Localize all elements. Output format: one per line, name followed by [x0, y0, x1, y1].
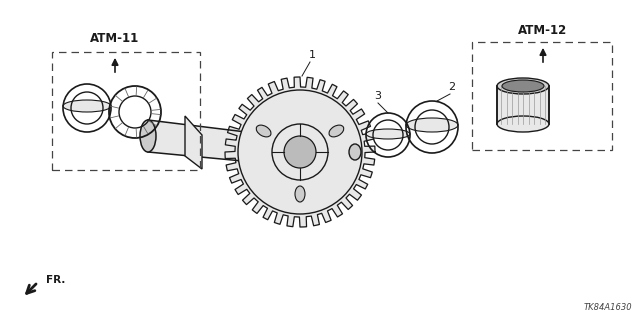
Polygon shape	[497, 86, 549, 124]
Ellipse shape	[497, 116, 549, 132]
Polygon shape	[148, 120, 295, 166]
Text: 3: 3	[374, 91, 381, 101]
Ellipse shape	[329, 125, 344, 137]
Ellipse shape	[349, 144, 361, 160]
Ellipse shape	[256, 125, 271, 137]
Circle shape	[238, 90, 362, 214]
Ellipse shape	[140, 120, 156, 152]
Ellipse shape	[295, 186, 305, 202]
Ellipse shape	[502, 80, 544, 92]
Ellipse shape	[63, 100, 111, 112]
Text: FR.: FR.	[46, 275, 65, 285]
Polygon shape	[225, 77, 375, 227]
Ellipse shape	[497, 78, 549, 94]
Bar	[472, 42, 612, 150]
Polygon shape	[308, 140, 355, 164]
Circle shape	[284, 136, 316, 168]
Ellipse shape	[366, 129, 410, 139]
Polygon shape	[185, 116, 202, 169]
Text: ATM-12: ATM-12	[518, 24, 568, 37]
Ellipse shape	[406, 118, 458, 132]
Text: 2: 2	[449, 82, 456, 92]
Bar	[52, 52, 200, 170]
Text: ATM-11: ATM-11	[90, 32, 140, 45]
Text: 1: 1	[308, 50, 316, 60]
Text: TK84A1630: TK84A1630	[584, 303, 632, 312]
Circle shape	[272, 124, 328, 180]
